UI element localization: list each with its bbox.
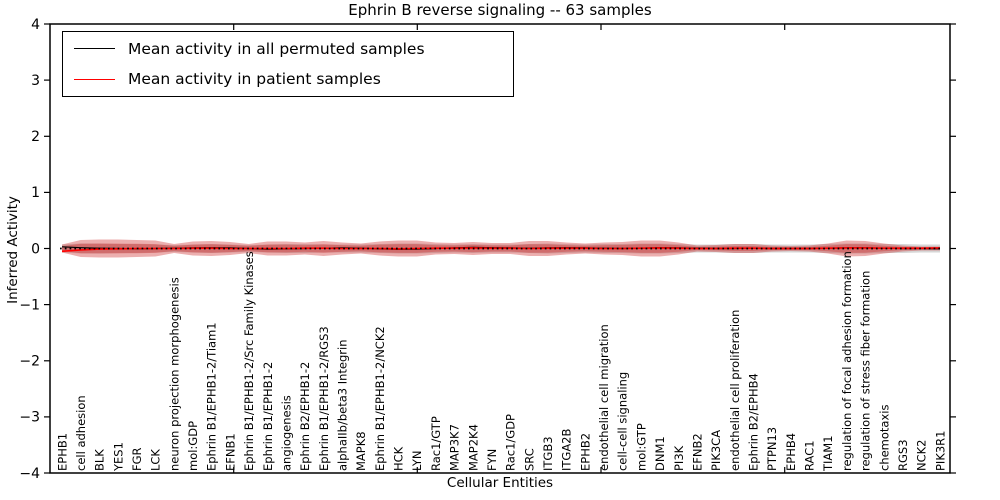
patient-mean-line (61, 247, 941, 253)
legend-line-permuted-icon (74, 48, 115, 50)
x-tick-label: neuron projection morphogenesis (167, 277, 181, 471)
y-tick-label: −3 (19, 410, 40, 426)
y-axis-label: Inferred Activity (5, 196, 21, 304)
legend-label-permuted: Mean activity in all permuted samples (128, 39, 425, 58)
x-tick-label: Ephrin B1/EPHB1-2/NCK2 (373, 326, 387, 471)
legend-item-permuted: Mean activity in all permuted samples (63, 35, 513, 63)
x-tick-label: RAC1 (803, 440, 817, 471)
legend-label-patient: Mean activity in patient samples (128, 70, 381, 89)
y-tick-label: 3 (31, 73, 40, 89)
x-tick-label: endothelial cell proliferation (728, 310, 742, 471)
x-tick-label: endothelial cell migration (597, 324, 611, 471)
x-tick-label: EPHB1 (55, 433, 69, 471)
x-tick-label: angiogenesis (280, 395, 294, 471)
x-tick-label: Ephrin B1/EPHB1-2 (261, 362, 275, 471)
x-axis-label: Cellular Entities (446, 475, 554, 491)
x-tick-label: DNM1 (653, 436, 667, 471)
x-tick-label: alphaIIb/beta3 Integrin (336, 339, 350, 471)
x-tick-label: PI3K (672, 445, 686, 471)
x-tick-label: ITGA2B (560, 428, 574, 471)
x-tick-label: PIK3CA (709, 430, 723, 471)
x-tick-label: cell adhesion (74, 395, 88, 471)
y-tick-label: 4 (31, 17, 40, 33)
x-tick-label: Rac1/GDP (504, 414, 518, 471)
y-tick-label: −1 (19, 297, 40, 313)
x-tick-label: SRC (522, 448, 536, 471)
x-tick-label: FYN (485, 449, 499, 471)
y-tick-label: −4 (19, 466, 40, 482)
x-tick-label: cell-cell signaling (616, 372, 630, 471)
x-tick-label: Ephrin B1/EPHB1-2/Tiam1 (205, 322, 219, 471)
x-tick-label: ITGB3 (541, 436, 555, 471)
x-tick-label: BLK (93, 449, 107, 471)
x-tick-label: TIAM1 (821, 435, 835, 472)
x-tick-label: LCK (149, 449, 163, 471)
x-tick-label: PTPN13 (765, 427, 779, 471)
x-tick-label: EPHB2 (578, 433, 592, 471)
x-tick-label: Ephrin B2/EPHB4 (747, 373, 761, 471)
x-tick-label: MAP2K4 (466, 424, 480, 471)
x-tick-label: Rac1/GTP (429, 416, 443, 471)
x-tick-label: EFNB1 (223, 433, 237, 471)
y-tick-label: 1 (31, 185, 40, 201)
x-tick-label: EFNB2 (690, 433, 704, 471)
legend-item-patient: Mean activity in patient samples (63, 65, 513, 93)
x-tick-label: Ephrin B1/EPHB1-2/RGS3 (317, 326, 331, 471)
x-tick-label: chemotaxis (877, 405, 891, 471)
x-tick-label: mol:GTP (634, 423, 648, 471)
x-tick-label: HCK (392, 446, 406, 471)
x-tick-label: PIK3R1 (933, 431, 947, 472)
x-tick-label: LYN (410, 450, 424, 471)
x-tick-label: EPHB4 (784, 433, 798, 471)
chart-title: Ephrin B reverse signaling -- 63 samples (348, 1, 652, 19)
x-tick-label: regulation of stress fiber formation (859, 271, 873, 471)
legend-box: Mean activity in all permuted samples Me… (62, 31, 514, 97)
x-tick-label: regulation of focal adhesion formation (840, 251, 854, 471)
legend-line-patient-icon (74, 78, 115, 80)
x-tick-label: Ephrin B1/EPHB1-2/Src Family Kinases (242, 251, 256, 471)
x-tick-label: YES1 (111, 442, 125, 472)
x-tick-label: FGR (130, 447, 144, 471)
y-tick-label: 0 (31, 241, 40, 257)
x-tick-label: RGS3 (896, 439, 910, 471)
x-tick-label: MAP3K7 (448, 424, 462, 471)
x-tick-label: MAPK8 (354, 431, 368, 471)
y-tick-label: 2 (31, 129, 40, 145)
x-tick-label: Ephrin B2/EPHB1-2 (298, 362, 312, 471)
y-tick-label: −2 (19, 354, 40, 370)
x-tick-label: NCK2 (915, 440, 929, 472)
x-tick-label: mol:GDP (186, 421, 200, 471)
